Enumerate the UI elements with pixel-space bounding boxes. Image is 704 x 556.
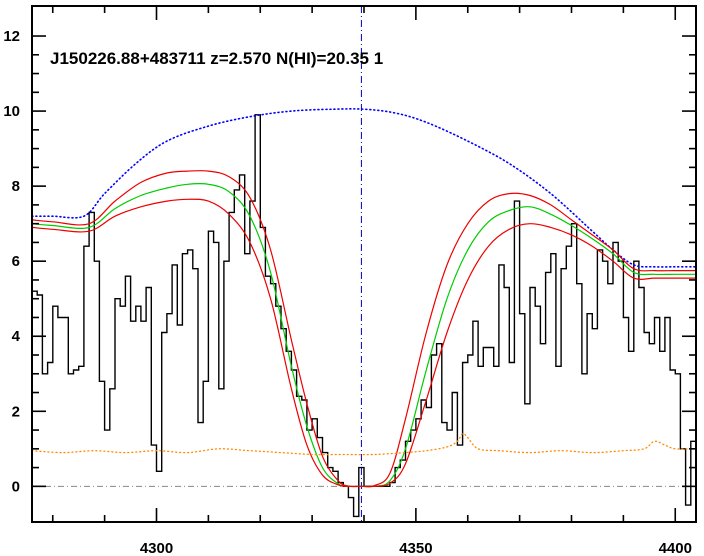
x-tick-label: 4400 <box>659 540 692 556</box>
chart-title: J150226.88+483711 z=2.570 N(HI)=20.35 1 <box>50 49 383 68</box>
y-tick-label: 0 <box>12 478 20 495</box>
model-lower-series <box>32 198 696 488</box>
y-tick-label: 8 <box>12 178 20 195</box>
model-series <box>32 182 696 488</box>
x-tick-label: 4350 <box>399 540 432 556</box>
error-series <box>32 433 696 456</box>
y-tick-label: 10 <box>3 103 20 120</box>
axes: 4300 4350 4400 0 2 4 6 8 10 12 <box>3 6 696 556</box>
continuum-series <box>32 108 696 268</box>
y-tick-label: 4 <box>12 328 21 345</box>
flux-series <box>32 114 696 518</box>
plot-marks <box>32 6 696 522</box>
y-tick-label: 2 <box>12 403 20 420</box>
plot-frame <box>31 5 697 523</box>
y-tick-label: 12 <box>3 28 20 45</box>
y-tick-label: 6 <box>12 253 20 270</box>
x-tick-label: 4300 <box>140 540 173 556</box>
